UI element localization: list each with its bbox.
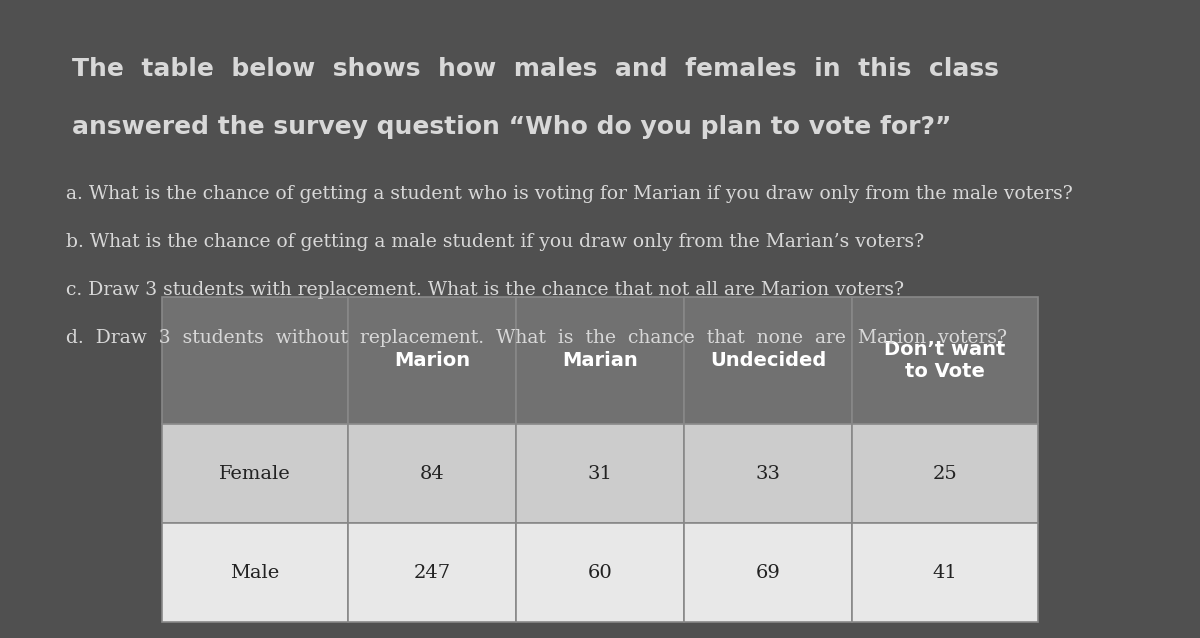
Text: Undecided: Undecided — [710, 351, 826, 370]
FancyBboxPatch shape — [852, 424, 1038, 523]
FancyBboxPatch shape — [516, 297, 684, 424]
Text: Don’t want
to Vote: Don’t want to Vote — [884, 340, 1006, 381]
FancyBboxPatch shape — [852, 523, 1038, 622]
FancyBboxPatch shape — [516, 424, 684, 523]
FancyBboxPatch shape — [162, 297, 348, 424]
FancyBboxPatch shape — [162, 424, 348, 523]
Text: b. What is the chance of getting a male student if you draw only from the Marian: b. What is the chance of getting a male … — [66, 233, 924, 251]
Text: a. What is the chance of getting a student who is voting for Marian if you draw : a. What is the chance of getting a stude… — [66, 185, 1073, 203]
FancyBboxPatch shape — [516, 523, 684, 622]
Text: 84: 84 — [420, 464, 444, 483]
Text: 247: 247 — [414, 563, 450, 582]
FancyBboxPatch shape — [852, 297, 1038, 424]
Text: 69: 69 — [756, 563, 780, 582]
Text: The  table  below  shows  how  males  and  females  in  this  class: The table below shows how males and fema… — [72, 57, 998, 82]
Text: 41: 41 — [932, 563, 958, 582]
FancyBboxPatch shape — [348, 523, 516, 622]
FancyBboxPatch shape — [684, 523, 852, 622]
FancyBboxPatch shape — [348, 297, 516, 424]
FancyBboxPatch shape — [684, 297, 852, 424]
Text: Female: Female — [220, 464, 290, 483]
Text: 60: 60 — [588, 563, 612, 582]
Text: c. Draw 3 students with replacement. What is the chance that not all are Marion : c. Draw 3 students with replacement. Wha… — [66, 281, 904, 299]
FancyBboxPatch shape — [348, 424, 516, 523]
FancyBboxPatch shape — [684, 424, 852, 523]
Text: d.  Draw  3  students  without  replacement.  What  is  the  chance  that  none : d. Draw 3 students without replacement. … — [66, 329, 1007, 346]
Text: 33: 33 — [756, 464, 780, 483]
FancyBboxPatch shape — [162, 523, 348, 622]
Text: Male: Male — [230, 563, 280, 582]
Text: answered the survey question “Who do you plan to vote for?”: answered the survey question “Who do you… — [72, 115, 952, 139]
Text: Marion: Marion — [394, 351, 470, 370]
Text: 25: 25 — [932, 464, 958, 483]
Text: 31: 31 — [588, 464, 612, 483]
Text: Marian: Marian — [562, 351, 638, 370]
